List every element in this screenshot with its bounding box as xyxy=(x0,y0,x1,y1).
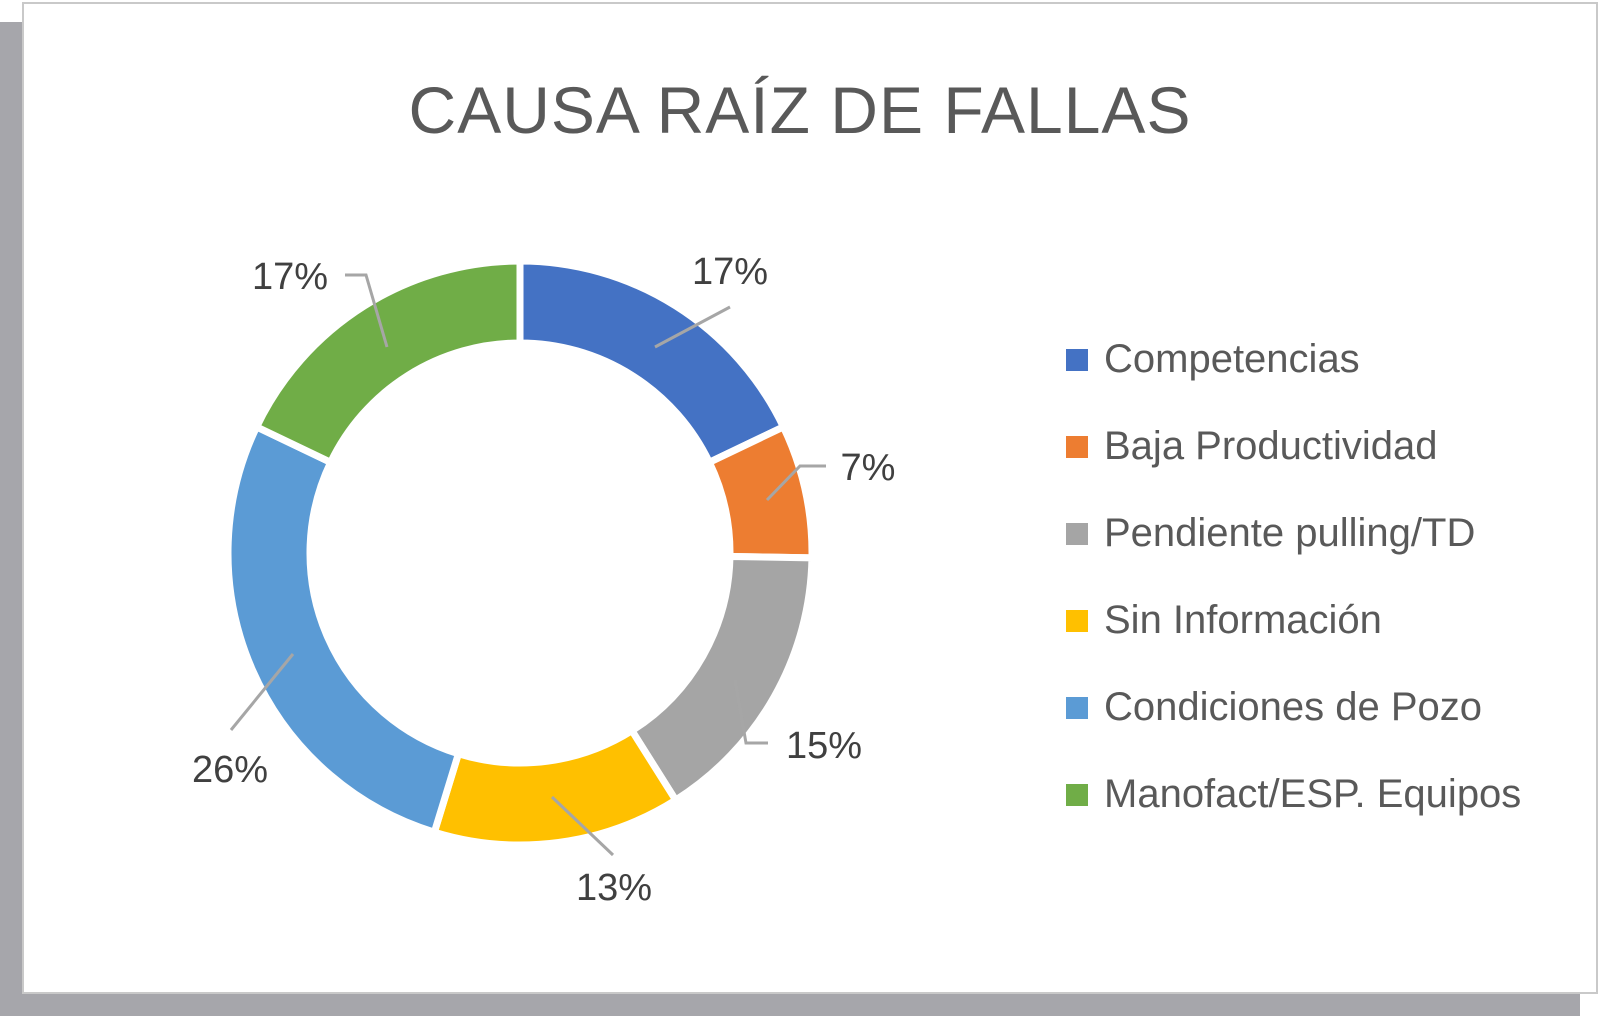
legend-swatch xyxy=(1066,783,1088,806)
leader-line-2 xyxy=(733,679,768,745)
legend-label: Sin Información xyxy=(1104,598,1382,642)
legend-swatch xyxy=(1066,522,1088,545)
data-label-3: 13% xyxy=(576,867,652,909)
legend-item-competencias: Competencias xyxy=(1066,316,1521,403)
legend-label: Pendiente pulling/TD xyxy=(1104,511,1476,555)
leader-line-0 xyxy=(654,305,731,349)
leader-line-4 xyxy=(229,653,295,731)
data-label-1: 7% xyxy=(841,447,896,489)
legend-item-sin-informacion: Sin Información xyxy=(1066,577,1521,664)
chart-title: CAUSA RAÍZ DE FALLAS xyxy=(408,73,1192,147)
donut-slice-3 xyxy=(429,725,681,849)
leader-line-5 xyxy=(345,273,389,348)
legend-swatch xyxy=(1066,696,1088,719)
legend-item-manofact-esp-equipos: Manofact/ESP. Equipos xyxy=(1066,751,1521,838)
legend-label: Baja Productividad xyxy=(1104,424,1438,468)
legend-label: Competencias xyxy=(1104,337,1360,381)
legend-item-pendiente-pulling: Pendiente pulling/TD xyxy=(1066,490,1521,577)
legend-swatch xyxy=(1066,609,1088,632)
leader-line-3 xyxy=(550,795,615,857)
data-label-2: 15% xyxy=(786,725,862,767)
data-label-4: 26% xyxy=(192,749,268,791)
donut-slice-2 xyxy=(627,552,816,805)
data-label-5: 17% xyxy=(252,256,328,298)
donut-slice-4 xyxy=(224,422,463,837)
chart-legend: Competencias Baja Productividad Pendient… xyxy=(1066,316,1521,838)
legend-swatch xyxy=(1066,435,1088,458)
leader-line-1 xyxy=(765,464,826,502)
legend-item-condiciones-de-pozo: Condiciones de Pozo xyxy=(1066,664,1521,751)
data-label-0: 17% xyxy=(692,251,768,293)
legend-label: Manofact/ESP. Equipos xyxy=(1104,772,1522,816)
legend-swatch xyxy=(1066,348,1088,371)
donut-slice-5 xyxy=(251,257,524,467)
legend-label: Condiciones de Pozo xyxy=(1104,685,1483,729)
legend-item-baja-productividad: Baja Productividad xyxy=(1066,403,1521,490)
